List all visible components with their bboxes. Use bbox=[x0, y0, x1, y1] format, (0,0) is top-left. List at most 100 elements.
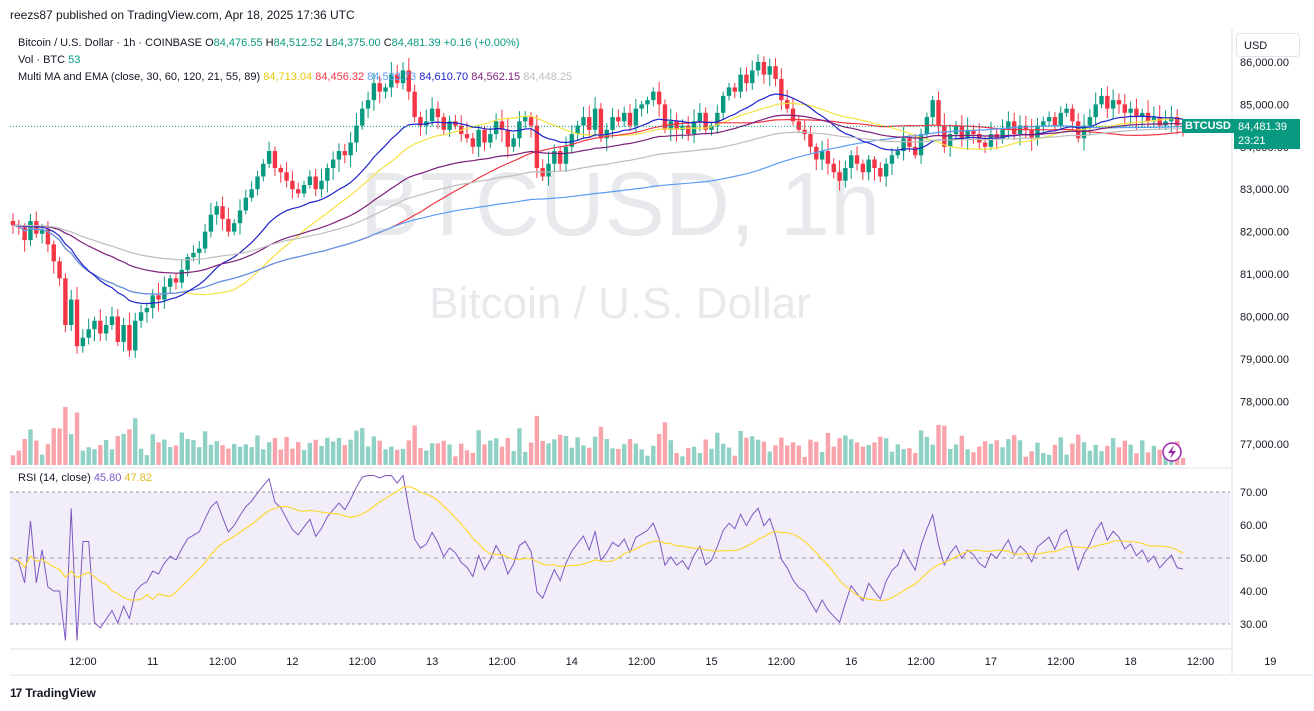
open-value: 84,476.55 bbox=[213, 37, 263, 49]
rsi-label[interactable]: RSI (14, close) bbox=[18, 472, 91, 484]
time-tick-label: 15 bbox=[705, 656, 717, 668]
candle-body bbox=[808, 134, 813, 147]
volume-bar bbox=[1041, 453, 1046, 465]
volume-bar bbox=[534, 415, 540, 465]
volume-bar bbox=[28, 429, 33, 465]
volume-bar bbox=[307, 442, 313, 465]
volume-bar bbox=[901, 449, 906, 465]
candle-body bbox=[348, 142, 353, 156]
volume-bar bbox=[767, 451, 772, 465]
ema-21-line bbox=[12, 93, 1184, 305]
volume-bar bbox=[98, 445, 103, 465]
rsi-ma-line bbox=[12, 485, 1184, 602]
volume-bar bbox=[784, 445, 790, 465]
volume-label[interactable]: Vol · BTC bbox=[18, 54, 66, 66]
ma-value-1: 84,456.32 bbox=[312, 71, 365, 83]
volume-bar bbox=[1023, 456, 1029, 465]
candle-body bbox=[441, 117, 446, 130]
volume-bar bbox=[627, 438, 633, 465]
candle-body bbox=[1134, 108, 1139, 118]
volume-bar bbox=[266, 442, 272, 465]
volume-bar bbox=[278, 449, 283, 465]
time-tick-label: 19 bbox=[1264, 656, 1276, 668]
candle-body bbox=[371, 83, 377, 101]
volume-bar bbox=[802, 456, 807, 465]
volume-bar bbox=[482, 444, 487, 465]
candle-body bbox=[1157, 117, 1162, 126]
volume-bar bbox=[69, 434, 74, 465]
volume-bar bbox=[505, 437, 510, 465]
rsi-line bbox=[12, 474, 1184, 641]
volume-bar bbox=[720, 443, 726, 465]
volume-bar bbox=[604, 439, 609, 465]
candle-body bbox=[738, 74, 743, 92]
symbol-title[interactable]: Bitcoin / U.S. Dollar · 1h · COINBASE bbox=[18, 37, 202, 49]
candle-body bbox=[51, 244, 56, 262]
volume-bar bbox=[942, 425, 947, 465]
time-tick-label: 12:00 bbox=[628, 656, 656, 668]
candle-body bbox=[249, 189, 254, 198]
volume-bar bbox=[854, 442, 860, 465]
volume-bar bbox=[755, 439, 761, 465]
candle-body bbox=[342, 151, 347, 156]
time-tick-label: 12:00 bbox=[488, 656, 516, 668]
volume-bar bbox=[1157, 449, 1162, 465]
volume-bar bbox=[686, 448, 691, 465]
price-tick-label: 82,000.00 bbox=[1240, 227, 1289, 239]
time-tick-label: 12:00 bbox=[907, 656, 935, 668]
candle-body bbox=[127, 324, 132, 351]
volume-bar bbox=[371, 436, 377, 465]
volume-bar bbox=[837, 438, 842, 465]
volume-bar bbox=[441, 440, 446, 465]
volume-bar bbox=[878, 436, 883, 465]
time-tick-label: 16 bbox=[845, 656, 857, 668]
volume-bar bbox=[1058, 437, 1063, 465]
candle-body bbox=[796, 121, 802, 130]
candle-body bbox=[883, 163, 889, 177]
ema-55-line bbox=[12, 114, 1184, 274]
candle-body bbox=[365, 100, 371, 109]
candle-body bbox=[668, 121, 673, 130]
rsi-tick-label: 40.00 bbox=[1240, 586, 1268, 598]
candle-body bbox=[261, 163, 266, 177]
candle-body bbox=[22, 227, 27, 241]
watermark-name: Bitcoin / U.S. Dollar bbox=[429, 279, 810, 328]
volume-bar bbox=[726, 447, 732, 465]
candle-body bbox=[69, 299, 74, 325]
time-tick-label: 12:00 bbox=[69, 656, 97, 668]
volume-bar bbox=[138, 448, 144, 465]
volume-bar bbox=[895, 444, 900, 465]
volume-bar bbox=[360, 428, 365, 465]
volume-bar bbox=[744, 437, 749, 465]
volume-bar bbox=[761, 441, 767, 465]
candle-body bbox=[1099, 95, 1104, 105]
candle-body bbox=[1128, 108, 1133, 113]
currency-selector[interactable]: USD bbox=[1236, 33, 1300, 57]
candle-body bbox=[866, 159, 871, 173]
ma-label[interactable]: Multi MA and EMA (close, 30, 60, 120, 21… bbox=[18, 71, 261, 83]
volume-bar bbox=[1151, 445, 1157, 465]
volume-bar bbox=[412, 425, 417, 465]
tradingview-footer[interactable]: 17 TradingView bbox=[10, 686, 96, 700]
volume-bar bbox=[336, 437, 342, 465]
price-tick-label: 83,000.00 bbox=[1240, 184, 1289, 196]
high-value: 84,512.52 bbox=[273, 37, 323, 49]
watermark-symbol: BTCUSD, 1h bbox=[360, 155, 880, 255]
volume-bar bbox=[39, 454, 45, 465]
candle-body bbox=[354, 125, 359, 143]
candle-body bbox=[476, 129, 481, 147]
volume-bar bbox=[1140, 440, 1145, 465]
volume-bar bbox=[1134, 453, 1139, 465]
candle-body bbox=[825, 151, 831, 164]
candle-body bbox=[1041, 121, 1046, 126]
candle-body bbox=[493, 121, 499, 135]
high-label: H bbox=[265, 37, 274, 49]
volume-bar bbox=[1000, 447, 1005, 465]
volume-bar bbox=[639, 449, 644, 465]
volume-bar bbox=[342, 445, 347, 465]
time-tick-label: 13 bbox=[426, 656, 438, 668]
volume-bar bbox=[557, 434, 563, 465]
candle-body bbox=[179, 269, 185, 283]
candle-body bbox=[1023, 125, 1029, 130]
